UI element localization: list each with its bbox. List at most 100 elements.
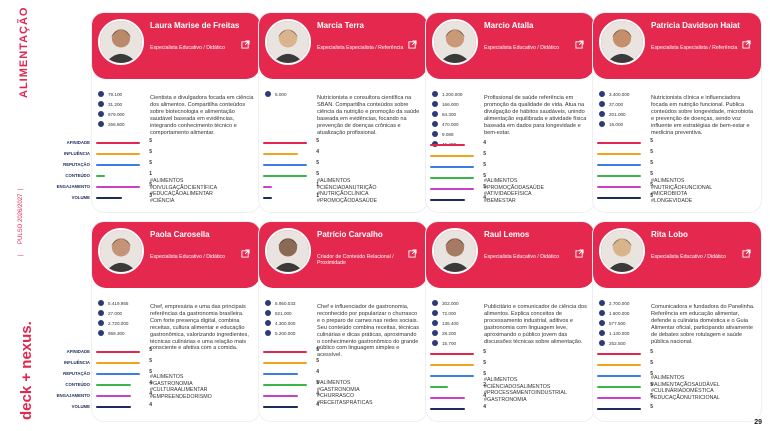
metric-row: 3 bbox=[96, 192, 152, 203]
influencer-card[interactable]: Patricia Davidson Haiat Especialista Esp… bbox=[593, 13, 761, 212]
metric-bar bbox=[430, 155, 474, 157]
influencer-card[interactable]: Marcia Terra Especialista Especialista /… bbox=[259, 13, 427, 212]
metric-label: AFINIDADE bbox=[66, 349, 90, 354]
metric-row: 4 bbox=[263, 401, 319, 412]
metric-score: 5 bbox=[483, 151, 486, 157]
metric-row: 5 bbox=[96, 368, 152, 379]
section-title: ALIMENTAÇÃO bbox=[18, 6, 30, 98]
follower-count: 1.800.000 bbox=[609, 310, 630, 316]
social-network-icon bbox=[98, 91, 104, 97]
metric-bars: 4 5 5 5 5 4 bbox=[430, 139, 486, 205]
hashtags: #ALIMENTOS #CIÊNCIADOSALIMENTOS #PROCESS… bbox=[484, 377, 567, 403]
metric-score: 1 bbox=[316, 193, 319, 199]
follower-count: 5.950.033 bbox=[275, 300, 296, 306]
metric-score: 4 bbox=[316, 391, 319, 397]
follower-count: 266.800 bbox=[108, 121, 125, 127]
metric-score: 2 bbox=[483, 382, 486, 388]
metric-row: 5 bbox=[96, 137, 152, 148]
influencer-card[interactable]: Marcio Atalla Especialista Educativo / D… bbox=[426, 13, 594, 212]
metric-bar bbox=[96, 395, 132, 397]
avatar bbox=[432, 19, 478, 65]
social-stat: 266.800 bbox=[98, 119, 125, 129]
metric-score: 4 bbox=[149, 402, 152, 408]
metric-row: 4 bbox=[96, 379, 152, 390]
metric-row: 1 bbox=[263, 181, 319, 192]
influencer-bio: Nutricionista clínica e influenciadora f… bbox=[651, 95, 753, 136]
portrait-icon bbox=[434, 230, 476, 272]
metric-bar bbox=[263, 175, 307, 177]
social-network-icon bbox=[432, 330, 438, 336]
social-stat: 2.720.000 bbox=[98, 318, 128, 328]
influencer-bio: Chef e influenciador de gastronomia, rec… bbox=[317, 304, 419, 359]
metric-row: 5 bbox=[597, 370, 653, 381]
follower-count: 3.400.000 bbox=[609, 91, 630, 97]
metric-row: 5 bbox=[430, 161, 486, 172]
metric-bar bbox=[96, 164, 140, 166]
metric-row: 5 bbox=[597, 181, 653, 192]
external-link-icon[interactable] bbox=[241, 249, 250, 258]
card-header: Marcio Atalla Especialista Educativo / D… bbox=[426, 13, 594, 79]
metric-row: 5 bbox=[597, 381, 653, 392]
external-link-icon[interactable] bbox=[408, 249, 417, 258]
social-network-icon bbox=[432, 320, 438, 326]
external-link-icon[interactable] bbox=[742, 40, 751, 49]
influencer-card[interactable]: Patrício Carvalho Criador de Conteúdo Re… bbox=[259, 222, 427, 421]
social-network-icon bbox=[98, 101, 104, 107]
follower-count: 252.500 bbox=[609, 340, 626, 346]
influencer-card[interactable]: Laura Marise de Freitas Especialista Edu… bbox=[92, 13, 260, 212]
metric-bar bbox=[96, 175, 105, 177]
metric-bar bbox=[597, 164, 641, 166]
follower-count: 5.419.955 bbox=[108, 300, 129, 306]
metric-bar bbox=[263, 164, 307, 166]
metric-score: 5 bbox=[149, 138, 152, 144]
metric-bar bbox=[597, 142, 641, 144]
metric-score: 4 bbox=[149, 380, 152, 386]
metric-score: 1 bbox=[316, 182, 319, 188]
card-header: Laura Marise de Freitas Especialista Edu… bbox=[92, 13, 260, 79]
external-link-icon[interactable] bbox=[241, 40, 250, 49]
influencer-bio: Nutricionista e consultora científica na… bbox=[317, 95, 420, 136]
metric-row: 5 bbox=[96, 181, 152, 192]
metric-row: 4 bbox=[430, 194, 486, 205]
metric-bars: 5 5 5 5 5 5 bbox=[597, 348, 653, 414]
follower-count: 1.130.000 bbox=[609, 330, 630, 336]
influencer-card[interactable]: Raul Lemos Especialista Educativo / Didá… bbox=[426, 222, 594, 421]
avatar bbox=[98, 19, 144, 65]
metric-score: 5 bbox=[316, 380, 319, 386]
external-link-icon[interactable] bbox=[408, 40, 417, 49]
influencer-role: Especialista Educativo / Didático bbox=[150, 254, 225, 260]
influencer-card[interactable]: Paola Carosella Especialista Educativo /… bbox=[92, 222, 260, 421]
metric-row: 5 bbox=[263, 137, 319, 148]
metric-row: 5 bbox=[597, 392, 653, 403]
external-link-icon[interactable] bbox=[575, 40, 584, 49]
metric-row: 5 bbox=[430, 183, 486, 194]
metric-score: 4 bbox=[316, 149, 319, 155]
metric-bar bbox=[263, 362, 307, 364]
social-stat: 5.200.000 bbox=[265, 328, 295, 338]
social-network-icon bbox=[432, 111, 438, 117]
follower-count: 302.000 bbox=[442, 300, 459, 306]
social-stat: 84.300 bbox=[432, 109, 462, 119]
social-network-icon bbox=[432, 131, 438, 137]
external-link-icon[interactable] bbox=[575, 249, 584, 258]
social-network-icon bbox=[98, 330, 104, 336]
metric-row: 4 bbox=[263, 148, 319, 159]
metric-row: 5 bbox=[430, 359, 486, 370]
portrait-icon bbox=[100, 230, 142, 272]
influencer-card[interactable]: Rita Lobo Especialista Educativo / Didát… bbox=[593, 222, 761, 421]
external-link-icon[interactable] bbox=[742, 249, 751, 258]
product-label: PULSO bbox=[18, 223, 24, 244]
metric-row: 2 bbox=[430, 381, 486, 392]
follower-count: 470.000 bbox=[442, 121, 459, 127]
social-stat: 166.000 bbox=[432, 99, 462, 109]
social-network-icon bbox=[432, 340, 438, 346]
social-network-icon bbox=[432, 310, 438, 316]
metric-row: 5 bbox=[430, 172, 486, 183]
metric-bar bbox=[597, 153, 641, 155]
metric-score: 5 bbox=[650, 149, 653, 155]
metric-bar bbox=[430, 199, 466, 201]
follower-count: 31.200 bbox=[108, 101, 123, 107]
influencer-bio: Cientista e divulgadora focada em ciênci… bbox=[150, 95, 254, 136]
card-header: Patrício Carvalho Criador de Conteúdo Re… bbox=[259, 222, 427, 288]
hashtags: #ALIMENTOS #ALIMENTAÇÃOSAUDÁVEL #CULINÁR… bbox=[651, 375, 720, 401]
